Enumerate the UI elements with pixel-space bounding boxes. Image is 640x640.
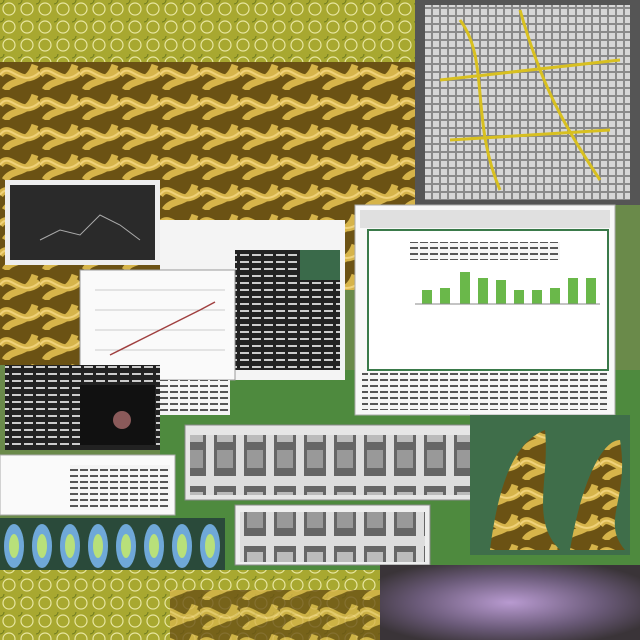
header-block: [300, 250, 340, 280]
texture-brain: [170, 590, 380, 640]
thumbnail: [113, 411, 131, 429]
coral: [490, 430, 625, 550]
texture-brain: [0, 285, 80, 365]
chart-line: [109, 301, 216, 356]
cell-strip: [0, 518, 225, 570]
yellow-lines: [439, 9, 621, 191]
text-block: [362, 372, 607, 410]
dark-chart: [10, 185, 155, 260]
text-block: [160, 380, 230, 415]
texture-lace: [0, 0, 415, 62]
grid: [95, 289, 225, 351]
blur-photo: [380, 565, 640, 640]
panel-strip: [190, 435, 510, 495]
panel-strip: [240, 512, 425, 562]
toolbar: [360, 210, 610, 228]
bars: [422, 272, 596, 304]
chart-thumb: [70, 465, 170, 510]
chart-line: [39, 214, 141, 241]
chart-heading: [410, 242, 560, 260]
window: [79, 269, 236, 381]
